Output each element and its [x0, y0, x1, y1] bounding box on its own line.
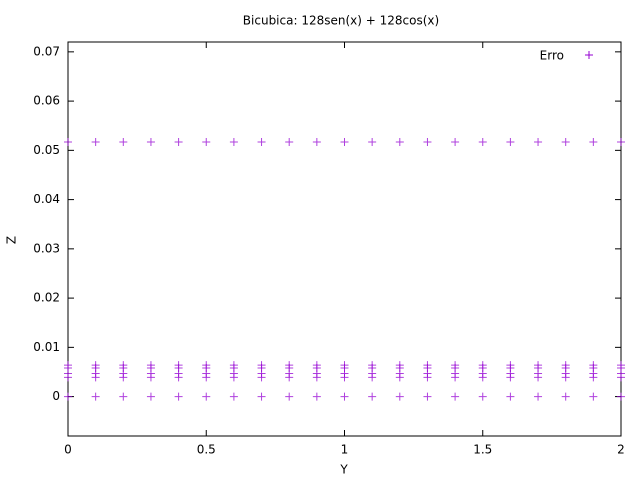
- data-point: [506, 137, 515, 146]
- data-point: [91, 373, 100, 382]
- data-point: [64, 373, 72, 382]
- data-point: [451, 137, 460, 146]
- y-tick-label: 0.01: [33, 340, 60, 354]
- data-point: [91, 392, 100, 401]
- data-point: [395, 392, 404, 401]
- data-point: [395, 137, 404, 146]
- x-tick-label: 2: [617, 443, 625, 457]
- x-tick-label: 0: [64, 443, 72, 457]
- data-point: [423, 373, 432, 382]
- data-point: [119, 137, 128, 146]
- x-tick-label: 1.5: [473, 443, 492, 457]
- data-point: [617, 392, 625, 401]
- data-point: [64, 392, 72, 401]
- data-point: [368, 137, 377, 146]
- data-point: [146, 392, 155, 401]
- data-point: [202, 137, 211, 146]
- data-point: [119, 373, 128, 382]
- data-point: [395, 373, 404, 382]
- y-tick-label: 0.07: [33, 44, 60, 58]
- data-point: [285, 137, 294, 146]
- data-point: [368, 392, 377, 401]
- data-point: [423, 392, 432, 401]
- y-tick-label: 0: [52, 389, 60, 403]
- data-point: [561, 137, 570, 146]
- data-point: [119, 392, 128, 401]
- data-point: [617, 137, 625, 146]
- data-point: [257, 373, 266, 382]
- y-tick-label: 0.02: [33, 291, 60, 305]
- chart-title: Bicubica: 128sen(x) + 128cos(x): [243, 14, 439, 28]
- data-point: [229, 373, 238, 382]
- data-point: [506, 392, 515, 401]
- data-point: [257, 392, 266, 401]
- data-point: [340, 392, 349, 401]
- data-point: [312, 373, 321, 382]
- data-point: [478, 392, 487, 401]
- data-point: [146, 137, 155, 146]
- data-point: [451, 392, 460, 401]
- data-point: [312, 137, 321, 146]
- data-point: [589, 392, 598, 401]
- y-tick-label: 0.06: [33, 94, 60, 108]
- data-point: [589, 373, 598, 382]
- x-tick-label: 1: [341, 443, 349, 457]
- x-tick-label: 0.5: [197, 443, 216, 457]
- data-point: [561, 373, 570, 382]
- data-point: [340, 137, 349, 146]
- data-point: [423, 137, 432, 146]
- data-point: [229, 392, 238, 401]
- data-point: [506, 373, 515, 382]
- data-point: [285, 373, 294, 382]
- y-tick-label: 0.03: [33, 241, 60, 255]
- x-axis-label: Y: [339, 463, 348, 477]
- y-tick-label: 0.05: [33, 143, 60, 157]
- data-point: [617, 373, 625, 382]
- data-point: [368, 373, 377, 382]
- data-point: [589, 137, 598, 146]
- data-point: [285, 392, 294, 401]
- data-point: [340, 373, 349, 382]
- data-point: [174, 373, 183, 382]
- y-axis-label: Z: [5, 236, 19, 244]
- data-point: [561, 392, 570, 401]
- data-point: [451, 373, 460, 382]
- legend-marker: [585, 51, 593, 59]
- data-point: [202, 373, 211, 382]
- data-point: [174, 392, 183, 401]
- data-point: [534, 137, 543, 146]
- data-point: [91, 137, 100, 146]
- data-point: [146, 373, 155, 382]
- legend-label: Erro: [540, 49, 564, 63]
- data-point: [312, 392, 321, 401]
- data-point: [478, 137, 487, 146]
- data-point: [64, 137, 72, 146]
- y-tick-label: 0.04: [33, 192, 60, 206]
- data-point: [478, 373, 487, 382]
- data-point: [202, 392, 211, 401]
- data-point: [174, 137, 183, 146]
- data-point: [534, 373, 543, 382]
- data-point: [534, 392, 543, 401]
- data-point: [229, 137, 238, 146]
- data-point: [257, 137, 266, 146]
